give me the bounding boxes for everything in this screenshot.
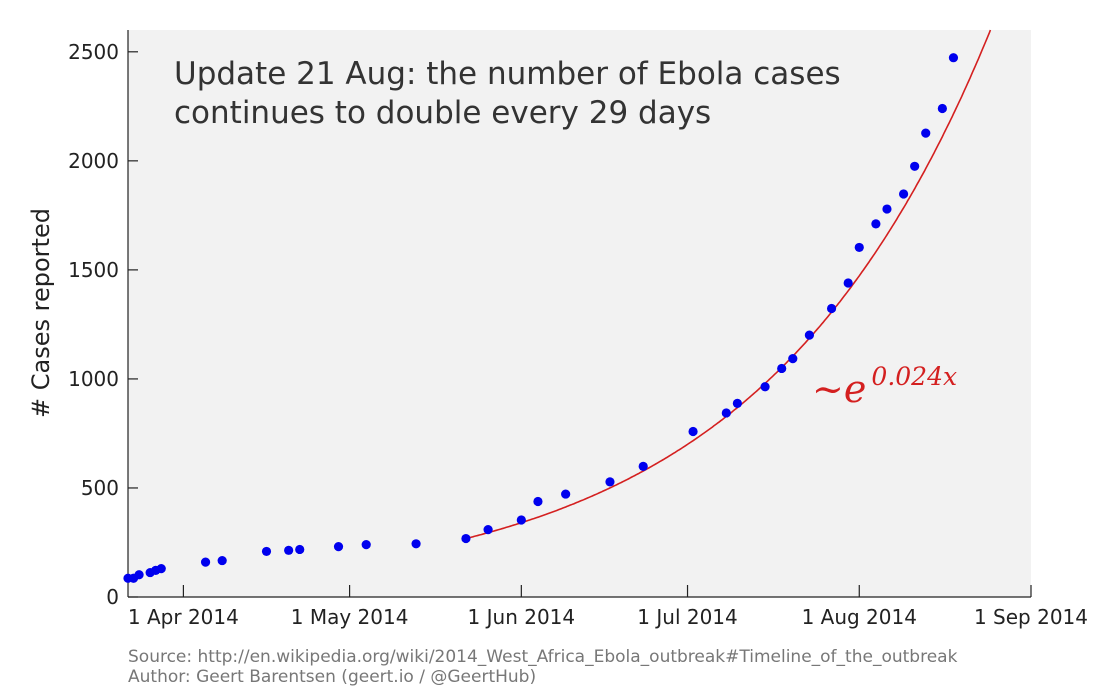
y-tick-label: 500 — [81, 476, 119, 500]
data-point — [937, 103, 947, 114]
fit-formula: ~e 0.024x — [812, 362, 957, 411]
x-tick-label: 1 May 2014 — [291, 605, 409, 629]
y-axis: 0 500 1000 1500 2000 2500 — [68, 30, 138, 609]
data-point — [638, 461, 648, 471]
data-point — [333, 542, 344, 552]
data-point — [921, 128, 931, 138]
data-point — [483, 525, 493, 535]
data-point — [284, 545, 294, 555]
annotation-line-1: Update 21 Aug: the number of Ebola cases — [174, 56, 841, 92]
data-point — [688, 426, 698, 437]
x-tick-label: 1 Sep 2014 — [974, 605, 1088, 629]
y-axis-title: # Cases reported — [27, 208, 55, 418]
data-point — [295, 544, 305, 555]
data-point — [843, 278, 853, 288]
y-tick-label: 1000 — [68, 367, 119, 391]
y-tick-label: 1500 — [68, 258, 119, 282]
data-point — [156, 564, 166, 574]
data-point — [898, 189, 909, 199]
data-point — [461, 533, 471, 544]
data-points — [123, 53, 959, 583]
data-point — [411, 539, 421, 549]
data-point — [361, 540, 371, 550]
data-point — [826, 303, 837, 314]
source-credit: Source: http://en.wikipedia.org/wiki/201… — [128, 647, 958, 667]
y-tick-label: 2000 — [68, 149, 119, 173]
data-point — [561, 489, 571, 499]
plot-background — [128, 30, 1031, 597]
data-point — [261, 546, 272, 557]
data-point — [948, 53, 959, 63]
data-point — [200, 557, 211, 567]
x-tick-label: 1 Apr 2014 — [128, 605, 239, 629]
x-axis: 1 Apr 2014 1 May 2014 1 Jun 2014 1 Jul 2014… — [128, 585, 1088, 629]
data-point — [605, 477, 615, 487]
data-point — [134, 570, 144, 580]
data-point — [804, 330, 815, 340]
data-point — [788, 354, 798, 364]
x-tick-label: 1 Aug 2014 — [802, 605, 917, 629]
data-point — [533, 496, 543, 507]
data-point — [871, 219, 881, 229]
data-point — [882, 204, 892, 214]
data-point — [777, 363, 787, 374]
y-tick-label: 2500 — [68, 40, 119, 64]
y-tick-label: 0 — [106, 585, 119, 609]
data-point — [721, 408, 731, 418]
data-point — [760, 382, 770, 392]
data-point — [732, 398, 742, 408]
fit-formula-exponent: 0.024x — [871, 362, 957, 391]
data-point — [217, 555, 227, 566]
fit-formula-base: ~e — [812, 367, 866, 411]
data-point — [854, 242, 864, 253]
x-tick-label: 1 Jul 2014 — [637, 605, 737, 629]
annotation-line-2: continues to double every 29 days — [174, 95, 711, 131]
data-point — [910, 161, 920, 171]
author-credit: Author: Geert Barentsen (geert.io / @Gee… — [128, 667, 536, 687]
data-point — [516, 515, 526, 525]
x-tick-label: 1 Jun 2014 — [468, 605, 576, 629]
